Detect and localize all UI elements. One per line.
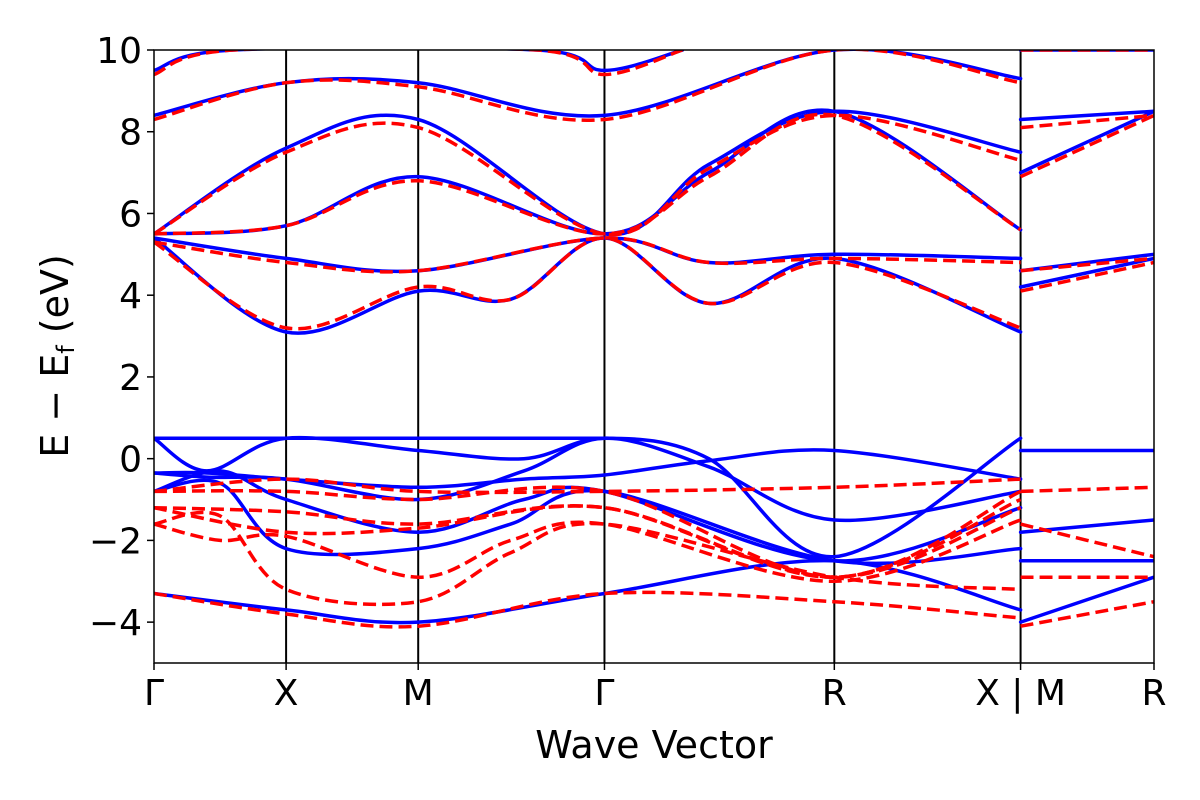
y-axis-title: E − Ef (eV) (33, 254, 80, 458)
x-tick-label: R (822, 673, 847, 714)
y-tick-label: 6 (119, 194, 142, 235)
band-line-dashed (154, 236, 1021, 274)
band-line-dashed (1020, 599, 1154, 628)
x-tick-label: X (274, 673, 299, 714)
band-line-solid (154, 109, 1023, 237)
y-axis-ticks: 10 8 6 4 2 0 −2 −4 (89, 31, 154, 644)
x-tick-label: M (403, 673, 434, 714)
band-line-dashed (1020, 256, 1154, 273)
band-line-dashed (154, 112, 1022, 236)
x-axis-title: Wave Vector (535, 723, 773, 767)
y-tick-label: 8 (119, 113, 142, 154)
x-axis-ticks: Γ X M Γ R X | M R (144, 663, 1167, 714)
y-tick-label: 10 (96, 31, 142, 72)
y-tick-label: 0 (119, 440, 142, 481)
band-line-solid (154, 108, 1023, 236)
band-line-dashed (1020, 260, 1154, 293)
band-line-solid (154, 435, 1023, 559)
band-line-solid (154, 236, 1023, 335)
band-line-solid (1018, 575, 1154, 624)
band-line-solid (154, 558, 1023, 625)
band-line-dashed (154, 477, 1021, 495)
y-tick-label: −2 (89, 521, 142, 562)
band-line-dashed (1020, 113, 1154, 130)
band-line-dashed (1020, 522, 1154, 559)
band-line-dashed (154, 497, 1022, 579)
band-line-dashed (154, 590, 1021, 629)
band-line-dashed (1019, 113, 1154, 179)
band-line-solid (154, 469, 1023, 563)
y-axis-title-unit: (eV) (33, 254, 77, 345)
band-line-dashed (154, 518, 1022, 584)
plot-frame (153, 49, 1155, 664)
band-line-dashed (154, 113, 1022, 237)
band-line-solid (1018, 518, 1154, 534)
band-line-solid (154, 236, 1023, 274)
x-tick-label: Γ (144, 673, 164, 714)
high-symmetry-lines (285, 50, 1022, 663)
y-tick-label: 4 (119, 276, 142, 317)
band-lines (154, 50, 1154, 629)
y-tick-label: 2 (119, 358, 142, 399)
band-line-dashed (154, 236, 1022, 331)
band-line-dashed (154, 50, 1021, 122)
band-line-solid (154, 478, 1023, 566)
x-tick-label: X | M (975, 673, 1066, 714)
band-line-dashed (154, 50, 683, 77)
band-line-dashed (154, 510, 1021, 607)
band-line-dashed (154, 485, 1022, 579)
x-tick-label: R (1141, 673, 1166, 714)
y-axis-title-sub: f (52, 345, 80, 354)
x-tick-label: Γ (594, 673, 614, 714)
y-tick-label: −4 (89, 603, 142, 644)
band-line-solid (1018, 109, 1154, 122)
y-axis-title-main: E − E (33, 354, 77, 458)
band-line-solid (154, 436, 1023, 523)
band-line-solid (154, 448, 1023, 490)
band-line-dashed (1020, 485, 1154, 494)
